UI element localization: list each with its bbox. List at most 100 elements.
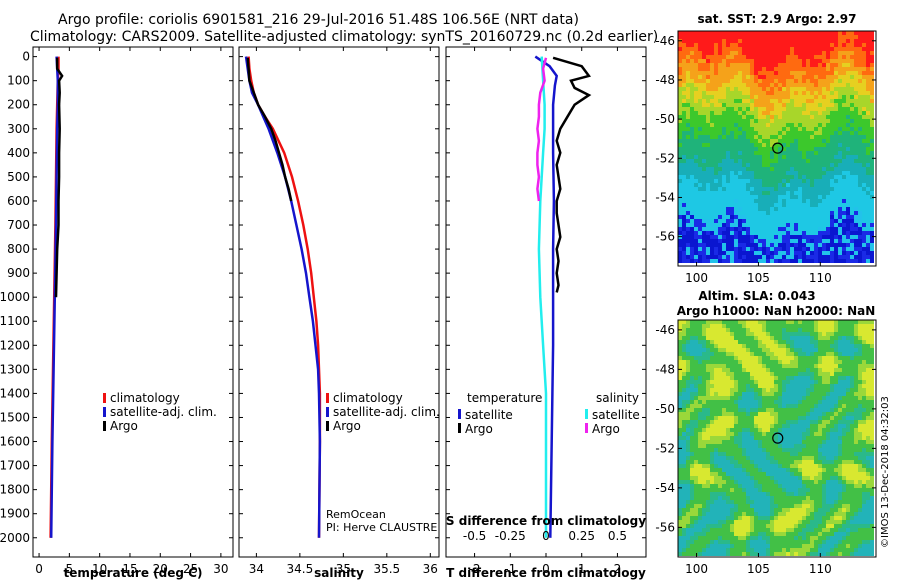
x-tick-label: 36 <box>423 562 438 576</box>
depth-tick-label: 0 <box>22 50 30 64</box>
series-argo <box>54 57 64 298</box>
s-tick-label: -0.25 <box>495 529 526 543</box>
depth-tick-label: 800 <box>7 242 30 256</box>
x-tick-label: 34.5 <box>287 562 314 576</box>
series-salinity-argo <box>536 57 548 202</box>
annotation-pi: PI: Herve CLAUSTRE <box>326 521 437 534</box>
series-argo <box>246 57 293 202</box>
x-axis-label-s-difference: S difference from climatology <box>446 514 646 528</box>
map-y-tick-label: -54 <box>655 481 675 495</box>
x-tick-label: 5 <box>66 562 74 576</box>
depth-tick-label: 1900 <box>0 507 30 521</box>
x-tick-label: 2 <box>614 562 622 576</box>
depth-tick-label: 900 <box>7 266 30 280</box>
x-tick-label: 0 <box>35 562 43 576</box>
map-x-tick-label: 105 <box>747 271 770 285</box>
x-tick-label: 1 <box>578 562 586 576</box>
map-x-tick-label: 110 <box>809 271 832 285</box>
map-sst_map <box>678 31 874 263</box>
x-tick-label: 20 <box>153 562 168 576</box>
x-tick-label: 35.5 <box>373 562 400 576</box>
legend-label: satellite <box>465 408 513 422</box>
annotation-remocean: RemOcean <box>326 508 386 521</box>
legend-swatch <box>585 409 588 419</box>
legend-swatch <box>103 393 106 403</box>
panel-frame-temperature <box>32 46 234 558</box>
s-tick-label: -0.5 <box>463 529 486 543</box>
depth-tick-label: 500 <box>7 170 30 184</box>
depth-tick-label: 400 <box>7 146 30 160</box>
map-frame-sst_map <box>677 30 877 267</box>
depth-tick-label: 300 <box>7 122 30 136</box>
figure-title-line2: Climatology: CARS2009. Satellite-adjuste… <box>30 29 659 45</box>
s-tick-label: 0 <box>542 529 550 543</box>
legend-swatch <box>458 409 461 419</box>
map-x-tick-label: 100 <box>685 271 708 285</box>
map-y-tick-label: -46 <box>655 34 675 48</box>
map-frame-sla_map <box>677 319 877 558</box>
argo-location-marker <box>772 142 784 154</box>
legend-swatch <box>326 393 329 403</box>
x-tick-label: 0 <box>542 562 550 576</box>
legend-title-salinity: salinity <box>596 391 639 405</box>
sla-map-subtitle: Argo h1000: NaN h2000: NaN <box>677 304 876 318</box>
depth-tick-label: 1800 <box>0 483 30 497</box>
x-tick-label: -2 <box>469 562 481 576</box>
x-axis-label-temperature: temperature (deg C) <box>64 566 203 580</box>
legend-label: satellite <box>592 408 640 422</box>
map-y-tick-label: -52 <box>655 441 675 455</box>
depth-tick-label: 600 <box>7 194 30 208</box>
map-y-tick-label: -48 <box>655 73 675 87</box>
map-x-tick-label: 100 <box>685 562 708 576</box>
series-salinity-satellite <box>537 56 548 538</box>
x-tick-label: 35 <box>336 562 351 576</box>
map-sla_map <box>678 320 874 556</box>
s-tick-label: 0.25 <box>568 529 595 543</box>
legend-swatch <box>326 421 329 431</box>
panel-frame-salinity <box>238 46 440 558</box>
map-y-tick-label: -54 <box>655 190 675 204</box>
argo-location-marker <box>772 432 784 444</box>
map-y-tick-label: -50 <box>655 402 675 416</box>
depth-tick-label: 200 <box>7 98 30 112</box>
figure-title-line1: Argo profile: coriolis 6901581_216 29-Ju… <box>58 12 579 28</box>
map-y-tick-label: -46 <box>655 323 675 337</box>
series-temperature-satellite <box>534 55 559 538</box>
series-satellite-adj-clim- <box>244 56 322 538</box>
legend-label: climatology <box>110 391 180 405</box>
legend-label: climatology <box>333 391 403 405</box>
series-temperature-argo <box>552 56 592 293</box>
legend-title-temperature: temperature <box>467 391 542 405</box>
x-axis-label-salinity: salinity <box>314 566 364 580</box>
depth-tick-label: 2000 <box>0 531 30 545</box>
legend-label: Argo <box>465 422 493 436</box>
map-x-tick-label: 105 <box>747 562 770 576</box>
depth-tick-label: 1700 <box>0 459 30 473</box>
legend-swatch <box>585 423 588 433</box>
depth-tick-label: 100 <box>7 74 30 88</box>
s-tick-label: 0.5 <box>608 529 627 543</box>
x-tick-label: 10 <box>92 562 107 576</box>
legend-swatch <box>103 421 106 431</box>
depth-tick-label: 1100 <box>0 314 30 328</box>
legend-swatch <box>458 423 461 433</box>
series-satellite-adj-clim- <box>49 56 60 538</box>
sla-map-title: Altim. SLA: 0.043 <box>698 289 815 303</box>
legend-label: Argo <box>110 419 138 433</box>
depth-tick-label: 1200 <box>0 338 30 352</box>
map-y-tick-label: -50 <box>655 112 675 126</box>
x-tick-label: 15 <box>122 562 137 576</box>
x-tick-label: -1 <box>504 562 516 576</box>
depth-tick-label: 1500 <box>0 410 30 424</box>
depth-tick-label: 1300 <box>0 362 30 376</box>
map-y-tick-label: -56 <box>655 230 675 244</box>
legend-label: Argo <box>333 419 361 433</box>
map-y-tick-label: -52 <box>655 151 675 165</box>
legend-label: satellite-adj. clim. <box>110 405 217 419</box>
depth-tick-label: 1600 <box>0 435 30 449</box>
x-axis-label-difference: T difference from climatology <box>446 566 646 580</box>
legend-swatch <box>326 407 329 417</box>
x-tick-label: 25 <box>183 562 198 576</box>
